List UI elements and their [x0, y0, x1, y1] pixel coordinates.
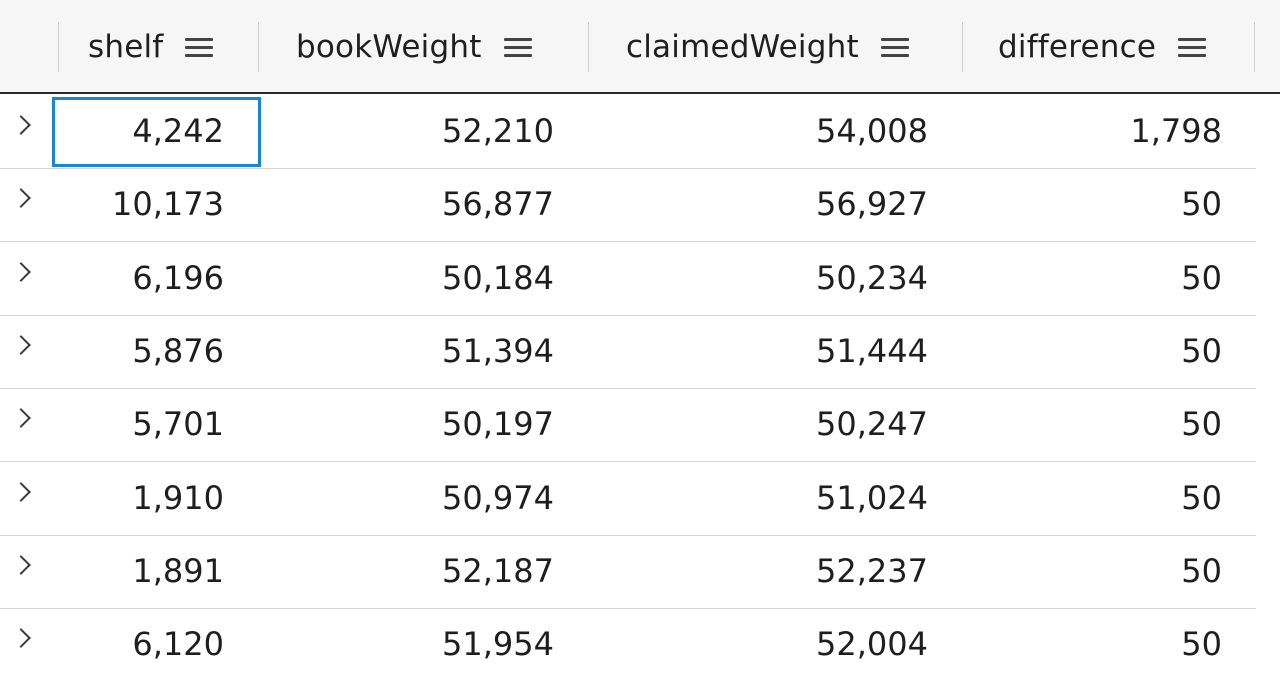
- cell-claimedweight[interactable]: 52,237: [816, 552, 928, 590]
- table-row[interactable]: 1,910 50,974 51,024 50: [0, 462, 1256, 536]
- cell-bookweight[interactable]: 52,210: [442, 112, 554, 150]
- column-header-shelf[interactable]: shelf: [88, 0, 214, 94]
- table-row[interactable]: 1,891 52,187 52,237 50: [0, 535, 1256, 609]
- chevron-right-icon[interactable]: [11, 115, 31, 135]
- cell-claimedweight[interactable]: 56,927: [816, 185, 928, 223]
- cell-claimedweight[interactable]: 52,004: [816, 625, 928, 663]
- cell-difference[interactable]: 50: [1181, 552, 1222, 590]
- cell-difference[interactable]: 50: [1181, 185, 1222, 223]
- cell-shelf[interactable]: 10,173: [112, 185, 224, 223]
- hamburger-menu-icon[interactable]: [1178, 37, 1207, 57]
- cell-bookweight[interactable]: 52,187: [442, 552, 554, 590]
- chevron-right-icon[interactable]: [11, 628, 31, 648]
- grid-header: shelf bookWeight claimedWeight differenc…: [0, 0, 1280, 94]
- chevron-right-icon[interactable]: [11, 262, 31, 282]
- column-separator[interactable]: [58, 22, 59, 72]
- column-header-bookweight[interactable]: bookWeight: [296, 0, 532, 94]
- cell-claimedweight[interactable]: 50,234: [816, 259, 928, 297]
- cell-shelf[interactable]: 6,196: [132, 259, 224, 297]
- cell-bookweight[interactable]: 51,394: [442, 332, 554, 370]
- cell-shelf[interactable]: 5,701: [132, 405, 224, 443]
- chevron-right-icon[interactable]: [11, 482, 31, 502]
- cell-claimedweight[interactable]: 51,444: [816, 332, 928, 370]
- hamburger-menu-icon[interactable]: [880, 37, 909, 57]
- table-row[interactable]: 5,876 51,394 51,444 50: [0, 315, 1256, 389]
- cell-difference[interactable]: 50: [1181, 479, 1222, 517]
- cell-shelf[interactable]: 6,120: [132, 625, 224, 663]
- cell-shelf[interactable]: 5,876: [132, 332, 224, 370]
- cell-difference[interactable]: 50: [1181, 625, 1222, 663]
- cell-claimedweight[interactable]: 51,024: [816, 479, 928, 517]
- chevron-right-icon[interactable]: [11, 555, 31, 575]
- table-row[interactable]: 6,120 51,954 52,004 50: [0, 608, 1256, 681]
- cell-difference[interactable]: 50: [1181, 259, 1222, 297]
- cell-shelf[interactable]: 1,910: [132, 479, 224, 517]
- column-header-label: shelf: [88, 29, 164, 65]
- table-row[interactable]: 10,173 56,877 56,927 50: [0, 168, 1256, 242]
- cell-difference[interactable]: 1,798: [1130, 112, 1222, 150]
- column-separator[interactable]: [588, 22, 589, 72]
- chevron-right-icon[interactable]: [11, 335, 31, 355]
- cell-bookweight[interactable]: 51,954: [442, 625, 554, 663]
- column-header-claimedweight[interactable]: claimedWeight: [626, 0, 909, 94]
- cell-bookweight[interactable]: 56,877: [442, 185, 554, 223]
- column-header-label: bookWeight: [296, 29, 482, 65]
- table-row[interactable]: 6,196 50,184 50,234 50: [0, 242, 1256, 316]
- cell-bookweight[interactable]: 50,197: [442, 405, 554, 443]
- table-row[interactable]: 4,242 52,210 54,008 1,798: [0, 95, 1256, 169]
- cell-claimedweight[interactable]: 50,247: [816, 405, 928, 443]
- hamburger-menu-icon[interactable]: [503, 37, 532, 57]
- cell-bookweight[interactable]: 50,974: [442, 479, 554, 517]
- table-row[interactable]: 5,701 50,197 50,247 50: [0, 388, 1256, 462]
- column-header-label: difference: [998, 29, 1157, 65]
- column-separator[interactable]: [258, 22, 259, 72]
- cell-claimedweight[interactable]: 54,008: [816, 112, 928, 150]
- chevron-right-icon[interactable]: [11, 188, 31, 208]
- cell-difference[interactable]: 50: [1181, 332, 1222, 370]
- cell-shelf[interactable]: 1,891: [132, 552, 224, 590]
- column-separator[interactable]: [962, 22, 963, 72]
- cell-difference[interactable]: 50: [1181, 405, 1222, 443]
- cell-bookweight[interactable]: 50,184: [442, 259, 554, 297]
- column-header-label: claimedWeight: [626, 29, 859, 65]
- column-header-difference[interactable]: difference: [998, 0, 1207, 94]
- cell-shelf[interactable]: 4,242: [132, 112, 224, 150]
- hamburger-menu-icon[interactable]: [185, 37, 214, 57]
- chevron-right-icon[interactable]: [11, 408, 31, 428]
- column-separator[interactable]: [1254, 22, 1255, 72]
